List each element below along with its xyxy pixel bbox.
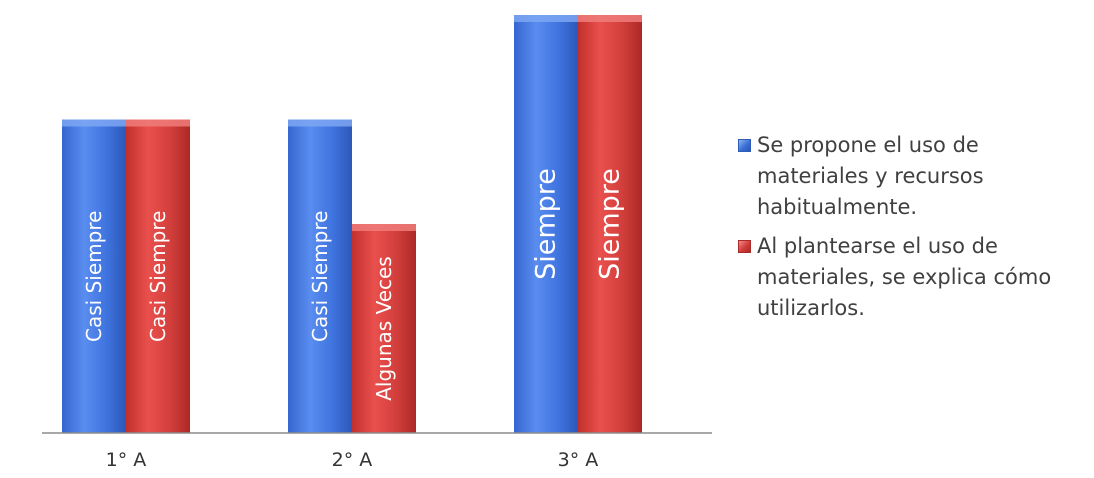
bar-top-2-1 bbox=[126, 119, 190, 127]
bar-label-1-1: Casi Siempre bbox=[82, 211, 106, 342]
legend-item-series-2: Al plantearse el uso de materiales, se e… bbox=[738, 231, 1083, 324]
bar-label-2-3: Siempre bbox=[595, 168, 626, 280]
x-tick-label-2: 2° A bbox=[332, 449, 373, 471]
bar-label-1-2: Casi Siempre bbox=[308, 211, 332, 342]
legend-swatch-red bbox=[738, 240, 751, 253]
bar-label-2-2: Algunas Veces bbox=[372, 256, 396, 400]
bar-series-2-3 bbox=[578, 15, 642, 433]
x-tick-label-1: 1° A bbox=[106, 449, 147, 471]
bar-top-1-1 bbox=[62, 119, 126, 127]
bar-top-1-2 bbox=[288, 119, 352, 127]
bar-series-2-2 bbox=[352, 224, 416, 433]
x-tick-label-3: 3° A bbox=[558, 449, 599, 471]
legend-item-series-1: Se propone el uso de materiales y recurs… bbox=[738, 130, 1083, 223]
bar-label-1-3: Siempre bbox=[531, 168, 562, 280]
bar-series-1-2 bbox=[288, 119, 352, 433]
bar-top-2-3 bbox=[578, 15, 642, 22]
legend-label-series-2: Al plantearse el uso de materiales, se e… bbox=[757, 234, 1052, 320]
bar-top-1-3 bbox=[514, 15, 578, 22]
legend-swatch-blue bbox=[738, 139, 751, 152]
bar-series-1-1 bbox=[62, 119, 126, 433]
legend: Se propone el uso de materiales y recurs… bbox=[738, 130, 1083, 332]
bar-label-2-1: Casi Siempre bbox=[146, 211, 170, 342]
bar-series-1-3 bbox=[514, 15, 578, 433]
legend-label-series-1: Se propone el uso de materiales y recurs… bbox=[757, 133, 984, 219]
bar-series-2-1 bbox=[126, 119, 190, 433]
bar-top-2-2 bbox=[352, 224, 416, 231]
